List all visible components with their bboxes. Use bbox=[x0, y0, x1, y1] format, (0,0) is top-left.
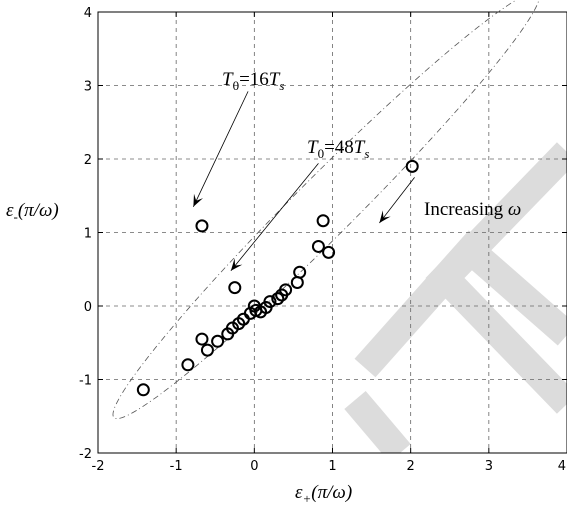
y-axis-label: ε-(π/ω) bbox=[6, 200, 59, 224]
annotation-arrowhead bbox=[230, 258, 243, 271]
data-point bbox=[311, 239, 325, 253]
watermark-stripe-low bbox=[344, 390, 411, 453]
annotation-t0-48ts: T0=48Ts bbox=[307, 137, 369, 161]
data-point bbox=[195, 332, 209, 346]
x-tick-label: 1 bbox=[328, 459, 336, 474]
y-tick-labels: -2 -1 0 1 2 3 4 bbox=[79, 6, 92, 462]
x-axis-label: ε+(π/ω) bbox=[295, 482, 352, 506]
x-tick-labels: -2 -1 0 1 2 3 4 bbox=[92, 459, 566, 474]
annotation-arrow-line bbox=[379, 177, 415, 224]
data-point bbox=[247, 299, 261, 313]
watermark bbox=[344, 142, 567, 453]
annotation-arrow-line bbox=[193, 91, 249, 207]
data-point bbox=[290, 275, 304, 289]
x-tick-label: 2 bbox=[407, 459, 415, 474]
x-tick-label: -2 bbox=[92, 459, 105, 474]
tick-marks bbox=[97, 11, 567, 454]
data-point bbox=[263, 295, 277, 309]
data-point bbox=[211, 334, 225, 348]
annotation-t0-16ts: T0=16Ts bbox=[222, 69, 284, 93]
annotation-arrow-line bbox=[230, 163, 319, 271]
data-point bbox=[200, 343, 214, 357]
data-points bbox=[136, 159, 419, 397]
annotation-arrowhead bbox=[193, 193, 204, 207]
y-tick-label: 0 bbox=[84, 300, 92, 315]
data-point bbox=[181, 358, 195, 372]
data-point bbox=[316, 214, 330, 228]
data-point bbox=[228, 281, 242, 295]
y-tick-label: 3 bbox=[84, 80, 92, 95]
data-point bbox=[322, 245, 336, 259]
data-point bbox=[293, 265, 307, 279]
y-tick-label: -2 bbox=[79, 447, 92, 462]
data-point bbox=[405, 159, 419, 173]
x-tick-label: 3 bbox=[485, 459, 493, 474]
y-tick-label: 4 bbox=[84, 6, 92, 21]
annotation-arrows bbox=[193, 91, 415, 271]
x-tick-label: 0 bbox=[250, 459, 258, 474]
y-tick-label: 1 bbox=[84, 227, 92, 242]
y-tick-label: -1 bbox=[79, 374, 92, 389]
annotation-arrowhead bbox=[379, 210, 391, 223]
y-tick-label: 2 bbox=[84, 153, 92, 168]
data-point bbox=[136, 383, 150, 397]
dashed-ellipse bbox=[112, 0, 540, 419]
grid bbox=[98, 12, 567, 453]
watermark-chevron-lower bbox=[354, 230, 567, 378]
x-tick-label: -1 bbox=[170, 459, 183, 474]
annotation-increasing-omega: Increasing ω bbox=[424, 199, 521, 220]
x-tick-label: 4 bbox=[558, 459, 566, 474]
data-point bbox=[271, 292, 285, 306]
data-point bbox=[195, 219, 209, 233]
data-point bbox=[279, 283, 293, 297]
